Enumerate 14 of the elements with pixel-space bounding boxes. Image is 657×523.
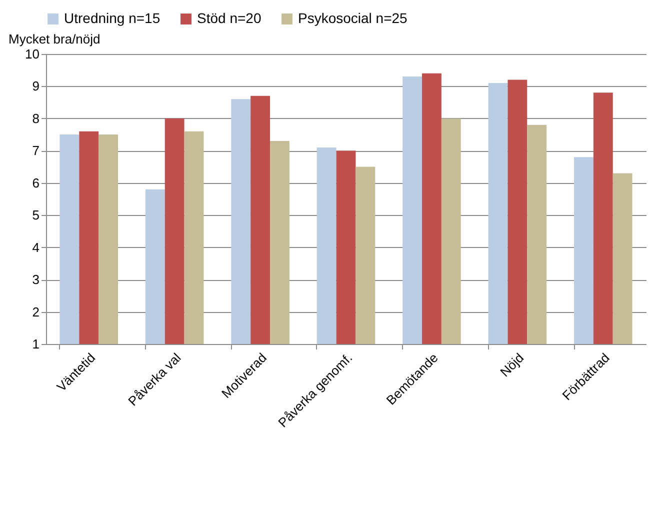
- y-axis-title: Mycket bra/nöjd: [8, 32, 100, 46]
- y-tick-label: 6: [32, 175, 40, 190]
- legend-label: Psykosocial n=25: [298, 10, 408, 26]
- y-tick-label: 8: [32, 110, 40, 126]
- y-tick-label: 2: [32, 304, 40, 320]
- y-tick-label: 4: [32, 240, 40, 255]
- y-tick-label: 9: [32, 78, 40, 94]
- y-tick-label: 3: [32, 272, 40, 288]
- y-tick-label: 7: [32, 143, 40, 158]
- legend-label: Stöd n=20: [197, 10, 262, 26]
- y-tick-label: 10: [25, 46, 40, 62]
- y-tick-label: 1: [32, 336, 40, 352]
- legend-label: Utredning n=15: [64, 10, 160, 26]
- y-tick-label: 5: [32, 208, 40, 223]
